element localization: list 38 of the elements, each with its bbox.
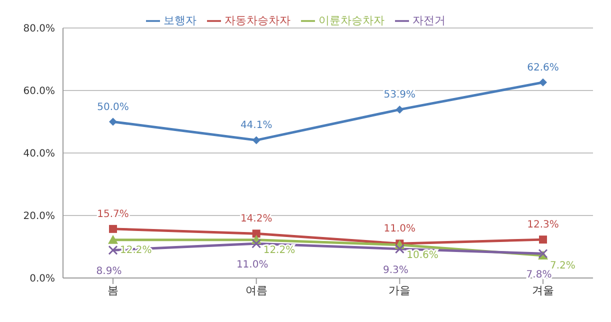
data-label: 15.7% <box>97 208 129 220</box>
legend-label: 보행자 <box>164 14 196 27</box>
point <box>396 106 404 114</box>
y-tick-label: 60.0% <box>23 86 55 98</box>
legend-label: 자전거 <box>412 14 446 27</box>
point <box>252 238 262 248</box>
data-label: 7.2% <box>550 260 576 272</box>
data-label: 8.9% <box>96 266 122 278</box>
data-label: 12.2% <box>263 244 296 256</box>
point <box>109 118 117 126</box>
data-label: 10.6% <box>406 250 438 261</box>
data-label: 62.6% <box>527 62 559 74</box>
point <box>252 136 260 144</box>
data-label: 14.2% <box>240 214 272 225</box>
data-label: 11.0% <box>236 260 268 271</box>
data-label: 50.0% <box>97 102 129 113</box>
y-tick-label: 0.0% <box>30 274 55 285</box>
point <box>394 244 404 254</box>
point <box>539 78 547 86</box>
y-tick-label: 80.0% <box>23 24 55 35</box>
point <box>252 230 260 238</box>
y-tick-label: 40.0% <box>23 148 55 160</box>
x-tick-label: 겨울 <box>532 284 554 297</box>
y-tick-label: 20.0% <box>23 211 55 222</box>
data-label: 53.9% <box>384 90 416 101</box>
point <box>108 245 118 255</box>
legend-label: 자동차승차자 <box>224 14 290 27</box>
data-label: 12.3% <box>527 220 559 231</box>
point <box>108 234 118 244</box>
legend-label: 이륜차승차자 <box>318 14 384 27</box>
x-tick-label: 가을 <box>388 284 411 297</box>
data-label: 11.0% <box>384 224 416 235</box>
x-tick-label: 여름 <box>245 284 268 297</box>
x-tick-label: 봄 <box>108 284 118 297</box>
point <box>109 224 117 233</box>
data-label: 9.3% <box>382 264 408 276</box>
data-label: 44.1% <box>240 120 272 132</box>
point <box>539 236 547 244</box>
